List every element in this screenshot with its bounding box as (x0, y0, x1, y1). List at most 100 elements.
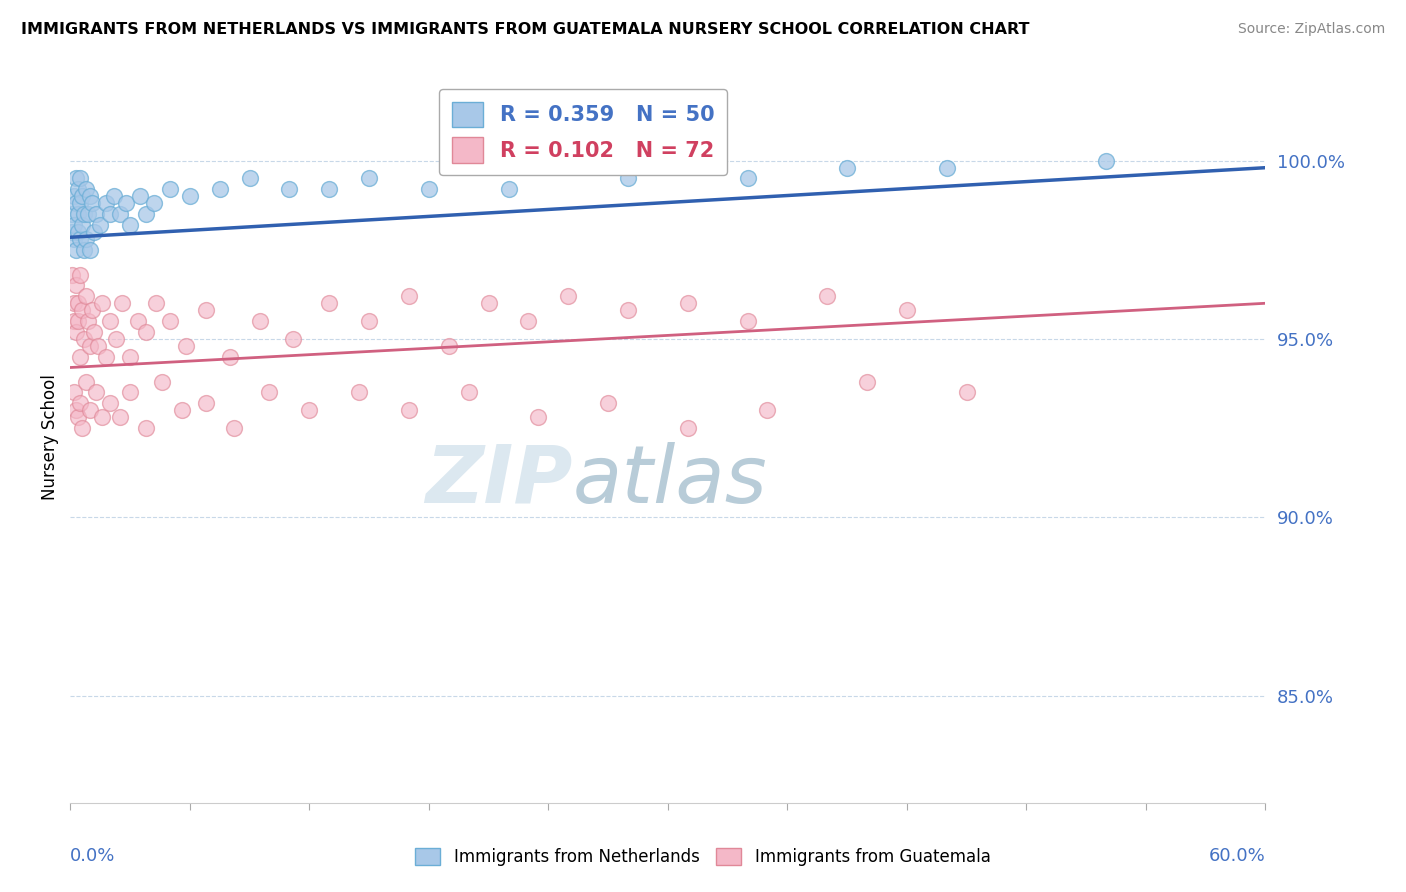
Point (98, 396, 121, 410)
Legend: R = 0.359   N = 50, R = 0.102   N = 72: R = 0.359 N = 50, R = 0.102 N = 72 (439, 89, 727, 176)
Point (222, 421, 245, 435)
Point (67, 296, 90, 310)
Point (83, 325, 105, 339)
Point (84, 385, 107, 400)
Point (63, 218, 86, 232)
Point (67, 314, 90, 328)
Point (159, 314, 181, 328)
Point (557, 289, 579, 303)
Point (60, 207, 83, 221)
Y-axis label: Nursery School: Nursery School (41, 374, 59, 500)
Point (77, 207, 100, 221)
Point (67, 225, 90, 239)
Point (69, 196, 91, 211)
Text: Source: ZipAtlas.com: Source: ZipAtlas.com (1237, 22, 1385, 37)
Point (129, 189, 152, 203)
Point (69, 350, 91, 364)
Point (135, 207, 157, 221)
Text: atlas: atlas (572, 442, 768, 520)
Point (676, 296, 699, 310)
Point (359, 314, 381, 328)
Point (83, 225, 105, 239)
Point (218, 350, 240, 364)
Point (359, 171, 381, 186)
Point (815, 289, 838, 303)
Point (437, 339, 460, 353)
Point (75, 289, 97, 303)
Point (75, 232, 97, 246)
Point (956, 385, 979, 400)
Point (111, 296, 134, 310)
Point (60, 225, 83, 239)
Point (135, 421, 157, 435)
Point (318, 182, 340, 196)
Point (65, 196, 87, 211)
Point (737, 314, 759, 328)
Point (84, 207, 107, 221)
Point (108, 410, 131, 425)
Point (239, 171, 262, 186)
Point (837, 161, 859, 175)
Point (91, 296, 114, 310)
Point (159, 182, 181, 196)
Point (598, 396, 620, 410)
Point (65, 325, 87, 339)
Point (70, 189, 93, 203)
Point (208, 182, 231, 196)
Point (856, 375, 879, 389)
Point (194, 396, 217, 410)
Point (170, 403, 193, 417)
Point (120, 218, 141, 232)
Point (457, 385, 479, 400)
Point (617, 303, 640, 318)
Point (65, 278, 87, 293)
Point (498, 182, 520, 196)
Text: 0.0%: 0.0% (70, 847, 115, 864)
Point (82, 196, 104, 211)
Point (73, 243, 96, 257)
Point (70, 421, 93, 435)
Point (60, 268, 83, 282)
Point (98, 314, 121, 328)
Point (120, 350, 141, 364)
Point (67, 207, 90, 221)
Point (96, 196, 117, 211)
Point (73, 332, 96, 346)
Point (249, 314, 271, 328)
Point (935, 161, 957, 175)
Point (418, 182, 440, 196)
Point (79, 403, 101, 417)
Legend: Immigrants from Netherlands, Immigrants from Guatemala: Immigrants from Netherlands, Immigrants … (409, 841, 997, 873)
Point (63, 232, 86, 246)
Point (96, 350, 117, 364)
Point (77, 314, 100, 328)
Point (63, 189, 86, 203)
Point (89, 218, 111, 232)
Point (737, 171, 759, 186)
Point (120, 385, 141, 400)
Point (179, 189, 201, 203)
Point (617, 171, 640, 186)
Point (65, 403, 87, 417)
Point (63, 314, 86, 328)
Point (756, 403, 779, 417)
Point (75, 375, 97, 389)
Text: ZIP: ZIP (425, 442, 572, 520)
Point (896, 303, 918, 318)
Point (70, 303, 93, 318)
Point (105, 332, 128, 346)
Point (69, 232, 91, 246)
Point (87, 339, 110, 353)
Point (194, 303, 217, 318)
Point (82, 303, 104, 318)
Point (478, 296, 501, 310)
Point (398, 289, 420, 303)
Point (135, 325, 157, 339)
Point (108, 207, 131, 221)
Point (174, 339, 197, 353)
Point (65, 171, 87, 186)
Text: 60.0%: 60.0% (1209, 847, 1265, 864)
Point (398, 403, 420, 417)
Point (517, 314, 540, 328)
Point (79, 243, 101, 257)
